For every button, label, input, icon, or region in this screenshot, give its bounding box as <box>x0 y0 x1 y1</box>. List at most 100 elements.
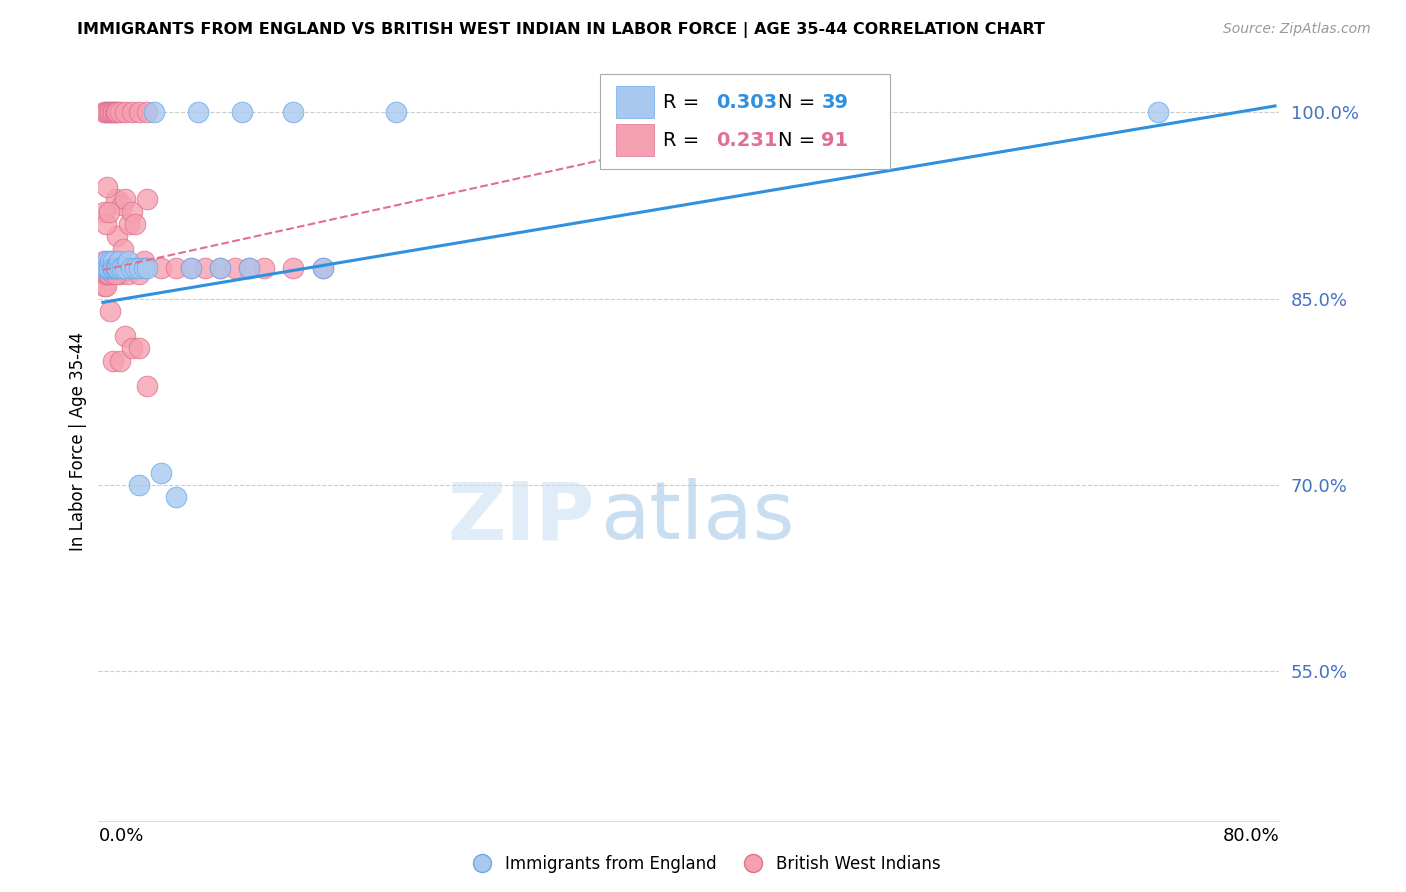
Point <box>128 105 150 120</box>
Point <box>238 260 260 275</box>
Point <box>110 105 132 120</box>
Point <box>93 254 115 268</box>
Point <box>107 105 129 120</box>
Point <box>114 192 136 206</box>
Point <box>96 260 118 275</box>
Point <box>94 267 117 281</box>
Point <box>209 260 232 275</box>
Point <box>311 260 333 275</box>
Point <box>103 260 125 275</box>
Point <box>311 260 333 275</box>
Point <box>98 304 121 318</box>
Point <box>93 105 115 120</box>
Point <box>132 260 155 275</box>
Point <box>97 267 120 281</box>
Point <box>114 105 136 120</box>
Text: 39: 39 <box>821 93 848 112</box>
Point <box>128 267 150 281</box>
Point <box>114 329 136 343</box>
Point <box>128 260 150 275</box>
Point <box>110 260 132 275</box>
Point <box>97 260 120 275</box>
Point <box>238 260 260 275</box>
Point <box>1146 105 1168 120</box>
Point <box>120 260 142 275</box>
Point <box>93 267 115 281</box>
Point <box>105 267 128 281</box>
Point <box>100 260 122 275</box>
Point <box>112 242 135 256</box>
Point <box>100 105 122 120</box>
Point <box>96 260 118 275</box>
Point <box>110 267 132 281</box>
Point <box>118 217 141 231</box>
Point <box>94 260 117 275</box>
Point <box>124 217 146 231</box>
Point <box>121 204 143 219</box>
FancyBboxPatch shape <box>616 87 654 118</box>
Point <box>101 260 124 275</box>
Point <box>187 105 209 120</box>
Text: N =: N = <box>778 131 821 150</box>
Point <box>94 260 117 275</box>
Point <box>101 267 124 281</box>
Point <box>194 260 217 275</box>
Point <box>93 267 115 281</box>
Point <box>100 260 122 275</box>
Point <box>94 217 117 231</box>
Text: ZIP: ZIP <box>447 478 595 557</box>
Point <box>100 260 122 275</box>
Point <box>98 260 121 275</box>
Point <box>100 260 122 275</box>
Point <box>114 260 136 275</box>
FancyBboxPatch shape <box>600 74 890 169</box>
Point <box>107 260 129 275</box>
Point <box>101 353 124 368</box>
Point <box>231 105 253 120</box>
Point <box>135 260 157 275</box>
Point <box>794 105 817 120</box>
Point <box>94 267 117 281</box>
Point <box>165 491 187 505</box>
Point <box>108 254 131 268</box>
Point <box>385 105 408 120</box>
Point <box>107 260 129 275</box>
Point <box>100 260 122 275</box>
Point <box>98 254 121 268</box>
Point <box>135 378 157 392</box>
Point <box>105 192 128 206</box>
Point <box>96 105 118 120</box>
Point <box>98 260 121 275</box>
Text: 80.0%: 80.0% <box>1223 827 1279 845</box>
Point <box>97 267 120 281</box>
Point <box>98 260 121 275</box>
Point <box>135 192 157 206</box>
Point <box>94 267 117 281</box>
Point <box>96 260 118 275</box>
Point <box>98 105 121 120</box>
Text: N =: N = <box>778 93 821 112</box>
Text: R =: R = <box>664 131 706 150</box>
Point <box>105 105 128 120</box>
Point <box>97 260 120 275</box>
Point <box>103 260 125 275</box>
Point <box>135 105 157 120</box>
Point <box>121 105 143 120</box>
Point <box>101 260 124 275</box>
Point <box>93 279 115 293</box>
Point <box>124 260 146 275</box>
Point <box>94 105 117 120</box>
Point <box>117 254 139 268</box>
Point <box>97 204 120 219</box>
Point <box>96 260 118 275</box>
Text: 0.231: 0.231 <box>716 131 778 150</box>
Point <box>107 254 129 268</box>
Point <box>105 260 128 275</box>
Text: IMMIGRANTS FROM ENGLAND VS BRITISH WEST INDIAN IN LABOR FORCE | AGE 35-44 CORREL: IMMIGRANTS FROM ENGLAND VS BRITISH WEST … <box>77 22 1045 38</box>
Y-axis label: In Labor Force | Age 35-44: In Labor Force | Age 35-44 <box>69 332 87 551</box>
Point <box>98 260 121 275</box>
Point <box>165 260 187 275</box>
Point <box>96 260 118 275</box>
Point <box>132 254 155 268</box>
Point <box>107 229 129 244</box>
